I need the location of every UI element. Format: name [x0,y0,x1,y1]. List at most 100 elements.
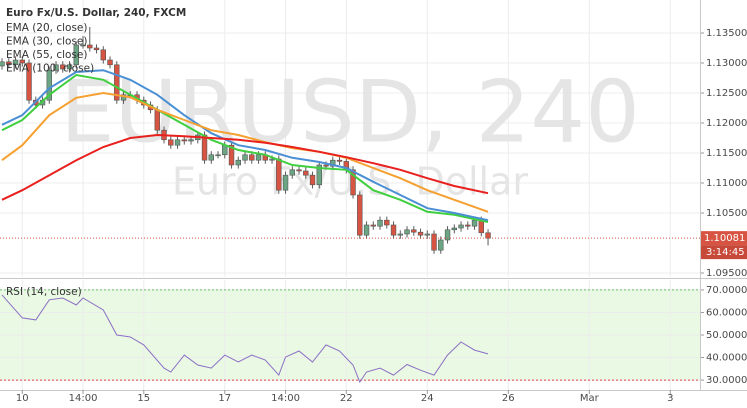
x-tick-label: 17 [218,393,231,404]
y-tick-label: 1.10500 [706,208,747,219]
ema-line [1,69,489,222]
candle-body [6,61,12,66]
y-tick-label: 50.0000 [706,330,747,341]
candle-body [316,164,322,186]
legend-entry: EMA (55, close) [6,49,88,61]
x-tick-label: 15 [137,393,150,404]
candle-body [46,69,52,101]
candle-body [471,219,478,227]
last-price-label: 1.10081 [704,233,745,244]
candle-body [107,59,113,66]
candle-body [330,159,336,167]
candle-body [451,227,457,231]
candle-body [397,233,403,236]
candle-body [289,169,295,176]
watermark-subtitle: Euro Fx/U.S. Dollar [172,160,528,204]
candle-body [168,139,174,146]
candle-body [417,231,424,236]
y-tick-label: 1.11500 [706,148,747,159]
candle-body [269,158,275,161]
ema-line [1,133,489,201]
candle-body [357,194,363,236]
legend-entry: EMA (100, close) [6,63,94,75]
candle-body [87,44,93,49]
candle-body [485,232,491,239]
candle-body [438,239,444,251]
candle-body [377,219,383,227]
candle-body [424,233,430,236]
candle-body [370,224,376,227]
candle-body [282,174,289,191]
ema-line [1,73,489,223]
candle-body [350,169,356,196]
candle-body [255,154,262,161]
candle-body [19,59,25,64]
candle-body [215,154,221,157]
y-tick-label: 30.0000 [706,375,747,386]
candle-body [201,134,208,161]
candle-body [154,109,160,131]
candle-body [431,233,437,251]
countdown-box [700,245,747,260]
candle-body [444,229,451,241]
candle-body [0,61,5,67]
candle-body [242,154,248,161]
candle-body [323,164,329,167]
y-tick-label: 1.11000 [706,178,747,189]
candle-body [296,169,302,172]
watermark: EURUSD, 240 [60,62,640,162]
x-tick-label: 14:00 [271,393,300,404]
legend-entry: EMA (30, close) [6,36,88,48]
candle-body [53,64,59,71]
candle-body [228,144,235,166]
last-price-box [700,231,747,246]
candle-body [336,159,343,162]
candle-body [465,224,471,227]
countdown-label: 3:14:45 [706,247,745,258]
candle-body [411,229,417,233]
candle-body [66,64,73,70]
candle-body [181,139,187,142]
candle-body [458,224,464,229]
candle-body [384,219,390,226]
candle-body [235,159,241,166]
x-tick-label: 22 [340,393,353,404]
y-tick-label: 1.13500 [706,28,747,39]
candle-body [309,174,316,186]
candle-body [12,59,19,66]
y-tick-label: 70.0000 [706,285,747,296]
candle-body [100,49,106,61]
candle-body [73,44,79,66]
ema-line [1,91,489,213]
candle-body [26,62,32,101]
y-tick-label: 1.12000 [706,118,747,129]
candle-body [249,154,255,161]
candle-body [222,144,228,156]
x-tick-label: Mar [580,393,600,404]
x-tick-label: 24 [421,393,434,404]
candle-body [80,44,86,47]
candle-body [303,170,309,176]
candle-body [404,229,410,235]
candle-body [93,47,100,51]
y-tick-label: 60.0000 [706,307,747,318]
rsi-title: RSI (14, close) [6,286,82,298]
legend-entry: EMA (20, close) [6,22,88,34]
y-tick-label: 1.09500 [706,268,747,279]
candle-body [478,219,484,234]
candle-body [60,64,66,70]
rsi-line [1,294,489,384]
candle-body [188,139,194,142]
candle-body [174,139,181,146]
y-tick-label: 40.0000 [706,353,747,364]
x-tick-label: 26 [502,393,515,404]
x-tick-label: 10 [16,393,29,404]
candle-body [276,158,282,191]
candle-body [114,64,120,101]
candle-body [390,224,397,236]
candle-body [363,224,370,236]
y-tick-label: 1.12500 [706,88,747,99]
candle-body [208,154,214,161]
x-tick-label: 14:00 [69,393,98,404]
